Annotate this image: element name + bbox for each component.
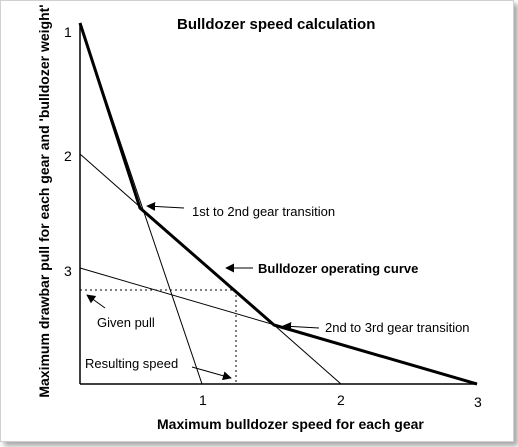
x-tick-3: 3 — [474, 394, 482, 410]
x-tick-2: 2 — [337, 392, 345, 408]
gear-1-2-label: 1st to 2nd gear transition — [192, 204, 335, 219]
y-tick-2: 2 — [64, 148, 72, 164]
y-axis-label: Maximum drawbar pull for each gear and '… — [36, 4, 52, 397]
diagram-canvas: Bulldozer speed calculation 1 2 3 1 2 3 … — [36, 4, 482, 432]
gear-2-3-arrow — [282, 321, 320, 331]
resulting-speed-arrow — [191, 366, 232, 381]
operating-curve — [78, 22, 478, 386]
diagram-title: Bulldozer speed calculation — [177, 16, 375, 33]
y-tick-3: 3 — [64, 263, 72, 279]
y-tick-1: 1 — [64, 24, 72, 40]
gear-2-3-label: 2nd to 3rd gear transition — [325, 320, 470, 335]
x-tick-1: 1 — [199, 392, 207, 408]
x-axis-label: Maximum bulldozer speed for each gear — [157, 416, 424, 432]
operating-curve-label: Bulldozer operating curve — [258, 261, 418, 276]
given-pull-label: Given pull — [97, 315, 155, 330]
gear-1-2-arrow — [146, 201, 185, 211]
resulting-speed-label: Resulting speed — [85, 356, 178, 371]
given-pull-arrow — [86, 294, 106, 309]
